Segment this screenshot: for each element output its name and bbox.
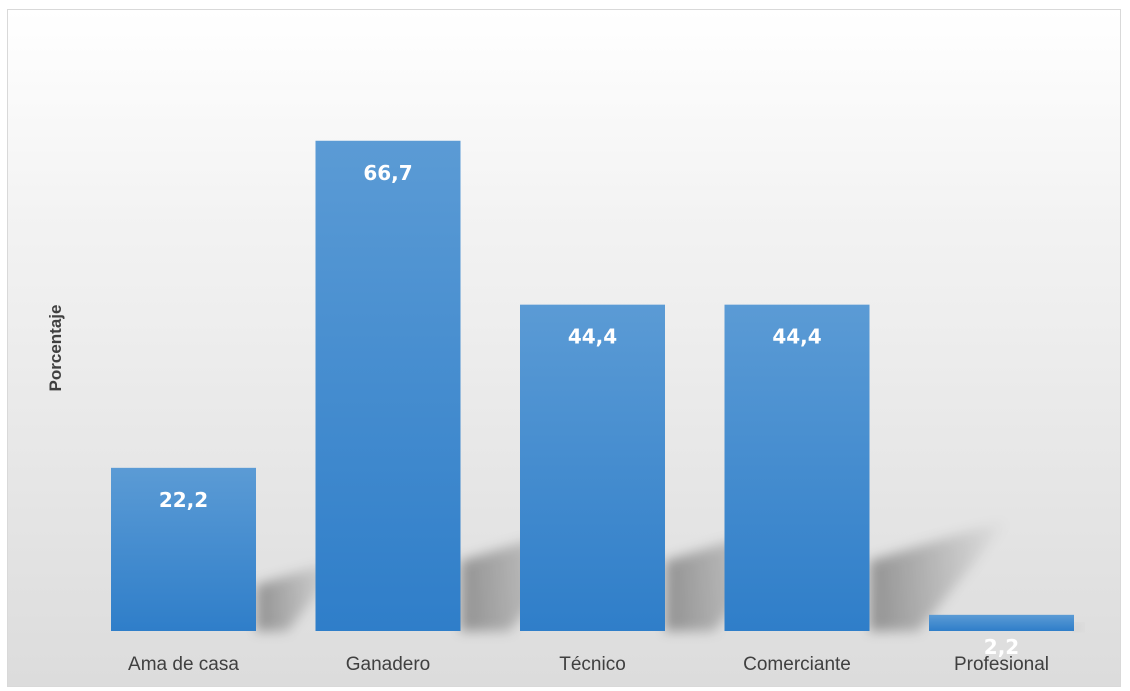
x-axis-ticks: Ama de casa Ganadero Técnico Comerciante Pro… bbox=[128, 654, 1049, 675]
bar-comerciante bbox=[724, 304, 870, 631]
chart-frame: 22,2 66,7 44,4 44,4 2,2 Ama de casa Ganadero T… bbox=[7, 9, 1121, 687]
bar-chart: 22,2 66,7 44,4 44,4 2,2 Ama de casa Ganadero T… bbox=[46, 140, 1083, 675]
data-labels: 22,2 66,7 44,4 44,4 2,2 bbox=[159, 161, 1019, 659]
x-tick-label: Técnico bbox=[559, 654, 626, 675]
bar-shadow bbox=[869, 519, 1010, 631]
x-tick-label: Ama de casa bbox=[128, 654, 239, 675]
y-axis-label: Porcentaje bbox=[46, 305, 65, 392]
data-label: 44,4 bbox=[772, 325, 821, 349]
x-tick-label: Comerciante bbox=[743, 654, 851, 675]
data-label: 66,7 bbox=[363, 161, 412, 185]
data-label: 44,4 bbox=[568, 325, 617, 349]
bar-profesional bbox=[929, 614, 1074, 631]
bar-técnico bbox=[520, 304, 665, 631]
bar-ama-de-casa bbox=[111, 467, 256, 631]
data-label: 2,2 bbox=[984, 635, 1019, 659]
bars bbox=[111, 140, 1074, 631]
x-tick-label: Ganadero bbox=[346, 654, 431, 675]
x-tick-label: Profesional bbox=[954, 654, 1049, 675]
bar-ganadero bbox=[315, 140, 461, 631]
data-label: 22,2 bbox=[159, 488, 208, 512]
bar-shadow bbox=[1074, 623, 1083, 631]
